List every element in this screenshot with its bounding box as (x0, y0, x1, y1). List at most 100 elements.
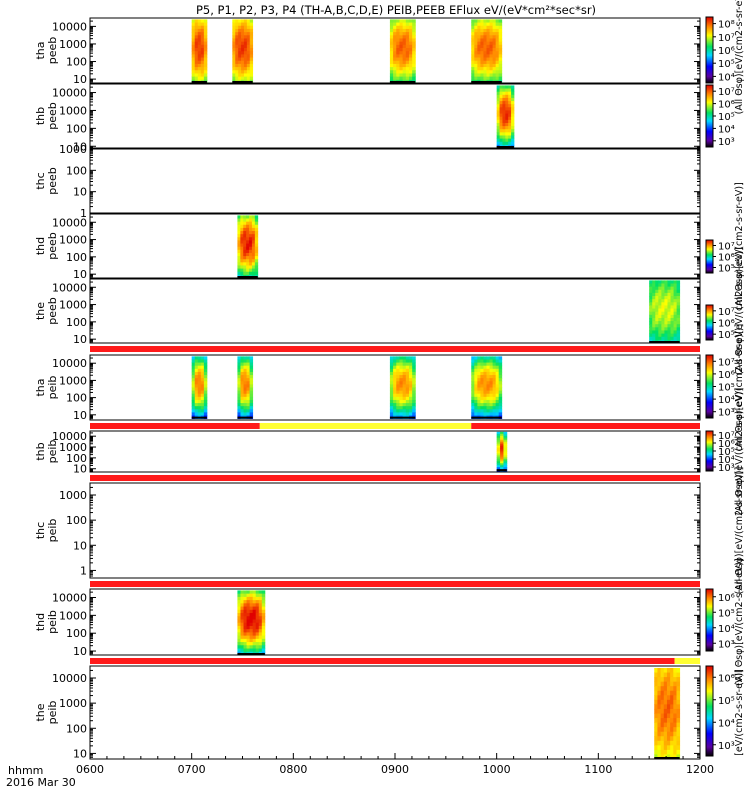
spectrogram-cell (238, 57, 242, 62)
spectrogram-cell (232, 25, 236, 30)
spectrogram-cell (654, 699, 658, 705)
spectrogram-cell (194, 406, 199, 410)
spectrogram-cell (261, 642, 266, 646)
spectrogram-cell (243, 44, 248, 49)
spectrogram-cell (246, 403, 251, 407)
spectrogram-cell (412, 60, 416, 65)
spectrogram-cell (389, 359, 394, 363)
spectrogram-cell (194, 403, 199, 407)
spectrogram-cell (499, 126, 503, 130)
spectrogram-cell (194, 390, 199, 395)
spectrogram-cell (489, 22, 493, 27)
spectrogram-cell (405, 390, 410, 395)
spectrogram-cell (389, 54, 394, 58)
spectrogram-cell (676, 708, 681, 714)
spectrogram-cell (405, 60, 410, 65)
spectrogram-cell (246, 387, 251, 392)
spectrogram-cell (238, 32, 242, 36)
spectrogram-cell (249, 356, 254, 360)
spectrogram-cell (500, 455, 504, 458)
spectrogram-cell (243, 265, 247, 269)
spectrogram-cell (246, 625, 251, 630)
panel-ylabel-species: peeb (46, 37, 59, 65)
y-tick-label: 10 (73, 333, 87, 346)
colorbar-tick-label: 10⁷ (718, 307, 735, 318)
spectrogram-cell (405, 393, 410, 398)
spectrogram-cell (408, 67, 413, 71)
spectrogram-cell (243, 606, 247, 611)
spectrogram-cell (240, 271, 244, 276)
spectrogram-cell (237, 259, 241, 263)
spectrogram-cell (237, 629, 241, 633)
spectrogram-cell (483, 393, 487, 398)
spectrogram-cell (492, 73, 497, 78)
spectrogram-cell (191, 399, 196, 404)
spectrogram-cell (496, 443, 501, 446)
spectrogram-cell (502, 107, 506, 111)
spectrogram-cell (483, 28, 487, 33)
spectrogram-cell (499, 122, 503, 127)
spectrogram-cell (246, 622, 251, 627)
spectrogram-cell (252, 616, 257, 620)
spectrogram-cell (498, 76, 503, 81)
spectrogram-cell (477, 51, 481, 55)
spectrogram-cell (408, 76, 413, 81)
spectrogram-cell (477, 63, 481, 68)
spectrogram-cell (203, 51, 208, 55)
spectrogram-cell (194, 28, 199, 33)
block-fill-edge (237, 276, 258, 278)
spectrogram-cell (663, 699, 668, 705)
spectrogram-cell (200, 399, 205, 404)
spectrogram-cell (402, 44, 407, 49)
spectrogram-cell (246, 593, 251, 598)
spectrogram-cell (402, 412, 407, 416)
spectrogram-cell (658, 317, 662, 322)
spectrogram-cell (666, 745, 671, 751)
spectrogram-cell (498, 28, 503, 33)
spectrogram-cell (240, 371, 244, 376)
spectrogram-cell (249, 22, 254, 27)
spectrogram-cell (495, 409, 500, 413)
spectrogram-cell (652, 324, 656, 328)
spectrogram-cell (663, 740, 668, 746)
spectrogram-cell (261, 619, 266, 624)
spectrogram-cell (508, 132, 512, 136)
spectrogram-cell (500, 449, 504, 452)
spectrogram-cell (477, 19, 481, 23)
spectrogram-cell (246, 35, 251, 39)
spectrogram-cell (232, 44, 236, 49)
spectrogram-cell (483, 365, 487, 370)
spectrogram-cell (200, 359, 205, 363)
spectrogram-cell (203, 365, 208, 370)
spectrogram-cell (477, 412, 481, 416)
panel-ylabel-species: peeb (46, 232, 59, 260)
spectrogram-cell (240, 227, 244, 232)
spectrogram-cell (237, 271, 241, 276)
spectrogram-cell (243, 32, 248, 36)
spectrogram-cell (252, 622, 257, 627)
spectrogram-cell (203, 406, 208, 410)
spectrogram-cell (492, 403, 497, 407)
spectrogram-cell (498, 368, 503, 373)
y-tick-label: 10 (73, 747, 87, 760)
spectrogram-cell (495, 73, 500, 78)
spectrogram-cell (489, 381, 493, 385)
y-tick-label: 10 (73, 463, 87, 476)
y-tick-label: 100 (66, 452, 87, 465)
spectrogram-cell (405, 44, 410, 49)
spectrogram-cell (261, 638, 266, 643)
spectrogram-cell (252, 600, 257, 604)
spectrogram-cell (243, 218, 247, 223)
spectrogram-cell (191, 48, 196, 52)
spectrogram-cell (389, 390, 394, 395)
spectrogram-cell (474, 35, 478, 39)
spectrogram-cell (412, 76, 416, 81)
spectrogram-cell (649, 324, 653, 328)
spectrogram-cell (235, 19, 239, 23)
spectrogram-cell (663, 667, 668, 673)
spectrogram-cell (191, 393, 196, 398)
spectrogram-cell (249, 390, 254, 395)
spectrogram-cell (246, 268, 250, 273)
